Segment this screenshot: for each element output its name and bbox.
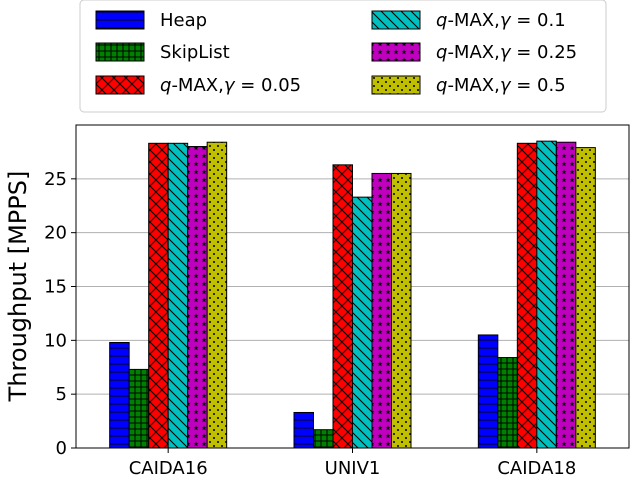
bar — [128, 368, 150, 449]
bar-hatch — [516, 142, 538, 449]
bar — [187, 146, 208, 449]
bar-hatch — [555, 141, 577, 449]
bar — [555, 141, 577, 449]
legend-label-value: = 0.25 — [511, 42, 578, 63]
legend-entry: SkipList — [95, 42, 230, 63]
legend-label: q-MAX,γ = 0.5 — [436, 75, 566, 96]
bar — [536, 140, 557, 449]
legend-label-name: -MAX, — [447, 10, 499, 31]
x-tick-label: CAIDA18 — [497, 458, 576, 479]
bar — [371, 172, 392, 449]
legend-label-gamma: γ — [500, 75, 512, 96]
bar-hatch — [332, 164, 353, 449]
legend-label-value: = 0.5 — [511, 75, 566, 96]
legend-swatch — [95, 75, 145, 95]
legend-label-name: -MAX, — [447, 75, 499, 96]
y-tick-label: 10 — [44, 330, 67, 351]
legend-label-var: q — [436, 42, 447, 63]
legend-entry: Heap — [95, 10, 207, 31]
bar-hatch — [293, 411, 314, 449]
bar-hatch — [352, 196, 373, 449]
bar-hatch — [575, 147, 596, 449]
bar — [313, 429, 334, 449]
bar-hatch — [109, 341, 130, 449]
legend-swatch — [371, 10, 421, 30]
x-axis: CAIDA16 UNIV1 CAIDA18 — [129, 448, 576, 479]
bar — [167, 142, 189, 449]
x-tick-label: UNIV1 — [325, 458, 381, 479]
y-tick-label: 0 — [56, 438, 67, 459]
legend-label: Heap — [160, 10, 207, 31]
bar-hatch — [148, 142, 169, 449]
bar-hatch — [187, 146, 208, 449]
bar-hatch — [206, 141, 228, 449]
y-tick-label: 5 — [56, 384, 67, 405]
legend-label-gamma: γ — [500, 10, 512, 31]
bar — [206, 141, 228, 449]
bar-hatch — [497, 357, 518, 449]
bar-hatch — [536, 140, 557, 449]
y-tick-label: 15 — [44, 277, 67, 298]
legend-label: SkipList — [160, 42, 230, 63]
y-axis: 0 5 10 15 20 25 — [44, 169, 76, 459]
bar — [293, 411, 314, 449]
legend-swatch — [371, 42, 421, 62]
legend-entry: q-MAX,γ = 0.1 — [371, 10, 566, 31]
legend-label: q-MAX,γ = 0.05 — [160, 75, 301, 96]
bar — [109, 341, 130, 449]
y-axis-label: Throughput [MPPS] — [4, 171, 32, 403]
legend-swatch — [95, 42, 145, 62]
bar — [497, 357, 518, 449]
legend-box — [79, 0, 607, 113]
bar-hatch — [313, 429, 334, 449]
legend-label-gamma: γ — [500, 42, 512, 63]
bar-hatch — [371, 172, 392, 449]
legend-label-name: SkipList — [160, 42, 230, 63]
legend-label-name: -MAX, — [447, 42, 499, 63]
x-tick-label: CAIDA16 — [129, 458, 208, 479]
bar — [148, 142, 169, 449]
legend-label-gamma: γ — [224, 75, 236, 96]
legend-entry: q-MAX,γ = 0.25 — [371, 42, 577, 63]
legend-swatch — [371, 75, 421, 95]
bar-hatch — [391, 172, 412, 449]
legend-label: q-MAX,γ = 0.25 — [436, 42, 577, 63]
bar — [516, 142, 538, 449]
bar — [575, 147, 596, 449]
legend-label-value: = 0.05 — [235, 75, 302, 96]
legend-swatch — [95, 10, 145, 30]
bar-hatch — [477, 334, 499, 449]
legend-label-name: -MAX, — [171, 75, 223, 96]
bar — [332, 164, 353, 449]
bar — [391, 172, 412, 449]
bar — [477, 334, 499, 449]
legend-label-var: q — [436, 10, 447, 31]
legend-entry: q-MAX,γ = 0.5 — [371, 75, 566, 96]
legend-entry: q-MAX,γ = 0.05 — [95, 75, 301, 96]
y-tick-label: 20 — [44, 223, 67, 244]
legend-label: q-MAX,γ = 0.1 — [436, 10, 566, 31]
legend-label-var: q — [436, 75, 447, 96]
y-tick-label: 25 — [44, 169, 67, 190]
bars — [109, 140, 596, 449]
legend-label-name: Heap — [160, 10, 207, 31]
legend-label-var: q — [160, 75, 171, 96]
bar-hatch — [128, 368, 150, 449]
bar-hatch — [167, 142, 189, 449]
bar — [352, 196, 373, 449]
legend-label-value: = 0.1 — [511, 10, 566, 31]
